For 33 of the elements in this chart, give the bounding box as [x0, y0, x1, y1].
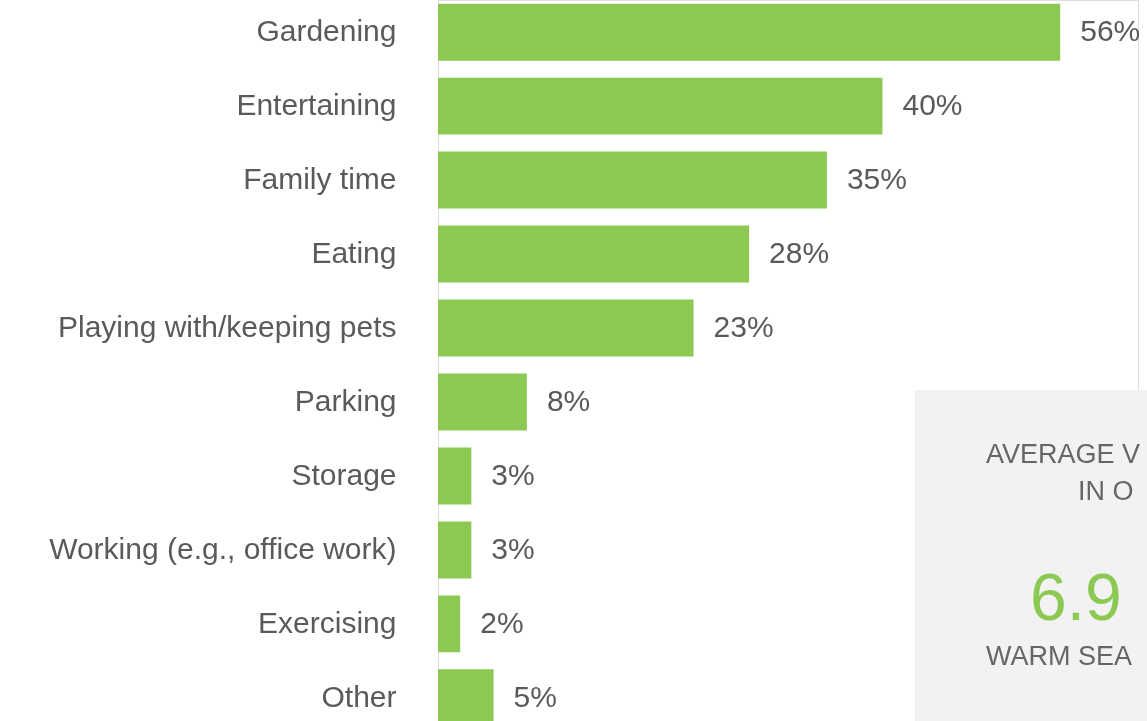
- y-tick-label: Playing with/keeping pets: [57, 310, 397, 344]
- y-tick-label: Other: [321, 679, 397, 713]
- y-tick-label: Exercising: [258, 605, 397, 639]
- data-label: 56%: [1080, 14, 1141, 48]
- bar: [438, 299, 694, 357]
- bar: [438, 373, 527, 431]
- y-tick-label: Family time: [243, 162, 397, 196]
- data-label: 8%: [546, 383, 591, 417]
- data-label: 28%: [769, 236, 830, 270]
- annotation: WARM SEA: [986, 641, 1133, 671]
- bar: [438, 595, 461, 653]
- bar: [438, 151, 827, 209]
- data-label: 2%: [480, 605, 524, 639]
- bar: [438, 447, 472, 505]
- bar: [438, 3, 1061, 61]
- bar: [438, 521, 472, 579]
- data-label: 3%: [491, 457, 535, 491]
- annotation: AVERAGE V: [986, 439, 1141, 469]
- y-tick-label: Parking: [294, 383, 397, 417]
- annotation: IN O: [1078, 476, 1134, 506]
- data-label: 3%: [491, 531, 535, 565]
- y-tick-label: Eating: [311, 236, 397, 270]
- data-label: 23%: [713, 310, 774, 344]
- data-label: 40%: [902, 88, 963, 122]
- y-tick-label: Gardening: [256, 14, 397, 48]
- y-tick-label: Storage: [291, 457, 397, 491]
- y-tick-label: Working (e.g., office work): [49, 531, 397, 565]
- y-tick-label: Entertaining: [236, 88, 397, 122]
- data-label: 5%: [513, 679, 557, 713]
- annotation: 6.9: [1030, 560, 1122, 634]
- data-label: 35%: [846, 162, 907, 196]
- bar: [438, 225, 750, 283]
- bar: [438, 77, 883, 135]
